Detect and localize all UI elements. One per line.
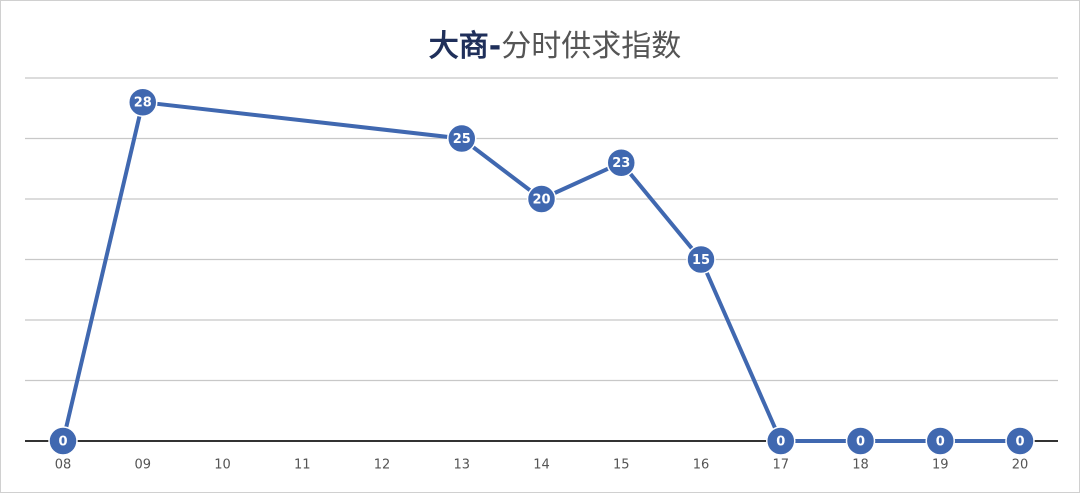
x-tick-label: 17 — [772, 458, 789, 473]
data-point — [925, 426, 955, 456]
x-tick-label: 19 — [932, 458, 949, 473]
data-label: 15 — [692, 253, 710, 268]
x-tick-label: 18 — [852, 458, 869, 473]
data-point — [526, 184, 557, 214]
data-label: 28 — [134, 96, 152, 111]
data-label: 0 — [58, 435, 67, 450]
x-tick-label: 10 — [214, 458, 231, 473]
title-brand: 大商- — [429, 29, 501, 64]
x-tick-label: 16 — [693, 458, 710, 473]
x-tick-label: 15 — [613, 458, 630, 473]
x-tick-label: 14 — [533, 458, 550, 473]
chart-title: 大商-分时供求指数 — [429, 29, 681, 64]
data-point — [48, 426, 78, 456]
data-point — [686, 244, 716, 275]
data-label: 23 — [612, 156, 630, 171]
data-point — [845, 426, 876, 456]
data-label: 0 — [856, 435, 865, 450]
x-tick-label: 08 — [55, 458, 72, 473]
data-label: 0 — [1015, 435, 1024, 450]
data-label: 0 — [936, 435, 945, 450]
data-point — [1005, 426, 1035, 456]
data-label: 25 — [453, 132, 471, 147]
data-label: 20 — [532, 193, 550, 208]
data-point — [766, 426, 796, 456]
data-point — [447, 123, 477, 154]
x-tick-label: 20 — [1012, 458, 1029, 473]
data-label: 0 — [776, 435, 785, 450]
x-tick-label: 11 — [294, 458, 311, 473]
x-tick-label: 09 — [134, 458, 151, 473]
title-text: 分时供求指数 — [501, 29, 681, 64]
data-point — [128, 87, 158, 117]
x-tick-label: 12 — [374, 458, 391, 473]
data-point — [606, 147, 636, 178]
series-line — [61, 100, 1020, 443]
x-tick-label: 13 — [453, 458, 470, 473]
